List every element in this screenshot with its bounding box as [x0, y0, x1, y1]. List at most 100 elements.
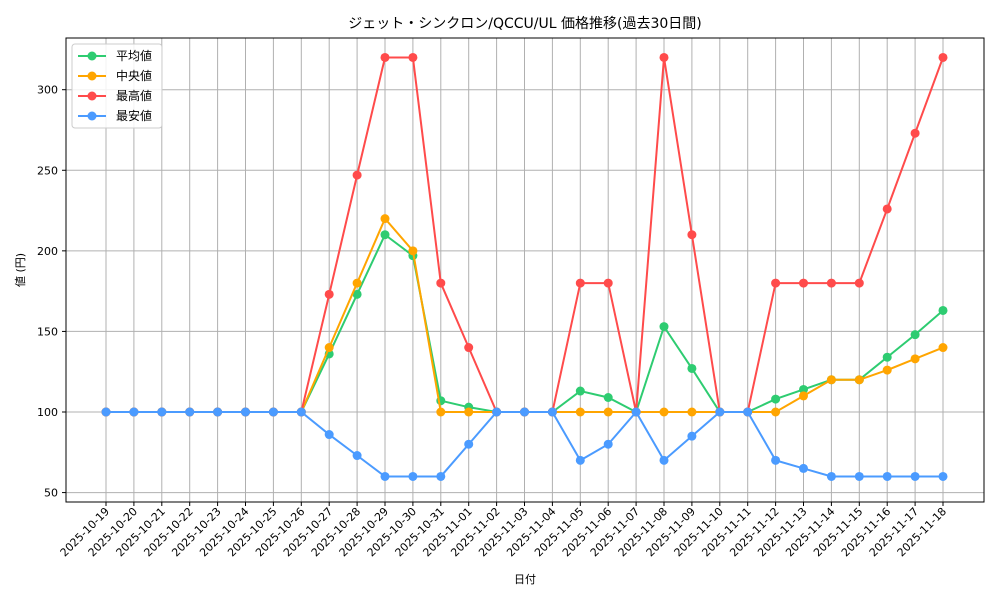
data-point [324, 430, 334, 440]
data-point [268, 407, 278, 417]
data-point [296, 407, 306, 417]
data-point [380, 214, 390, 224]
data-point [464, 407, 474, 417]
data-point [185, 407, 195, 417]
data-point [101, 407, 111, 417]
data-point [631, 407, 641, 417]
data-point [687, 363, 697, 373]
legend-label: 最安値 [116, 108, 152, 123]
data-point [799, 384, 808, 394]
data-point [324, 343, 334, 353]
data-point [771, 455, 781, 465]
data-point [854, 471, 864, 481]
data-point [520, 407, 529, 417]
data-point [938, 471, 948, 481]
data-point [882, 352, 892, 362]
data-point [938, 305, 948, 315]
data-point [436, 471, 446, 481]
grid-lines [66, 38, 984, 502]
data-point [380, 230, 390, 240]
data-point [352, 289, 362, 299]
data-point [547, 407, 557, 417]
data-point [352, 278, 362, 288]
data-point [241, 407, 250, 417]
data-point [129, 407, 139, 417]
data-point [575, 455, 585, 465]
data-point [687, 431, 697, 441]
data-point [799, 463, 808, 473]
legend-box [71, 43, 163, 129]
data-point [157, 407, 167, 417]
data-point [603, 278, 613, 288]
data-point [464, 439, 474, 449]
data-point [910, 128, 920, 138]
data-point [408, 246, 418, 256]
data-point [436, 278, 446, 288]
data-point [799, 278, 808, 288]
data-series [101, 52, 948, 481]
y-axis: 50 100 150 200 250 300 [37, 84, 66, 500]
data-point [771, 278, 781, 288]
legend-marker-icon [87, 91, 97, 101]
x-axis: 2025-10-192025-10-202025-10-212025-10-22… [58, 502, 949, 559]
data-point [659, 52, 669, 62]
data-point [659, 407, 669, 417]
legend-marker-icon [87, 111, 97, 121]
y-axis-label: 値 (円) [14, 253, 27, 287]
legend-marker-icon [87, 71, 97, 81]
y-tick-label: 150 [37, 325, 58, 338]
data-point [715, 407, 725, 417]
data-point [575, 386, 585, 396]
data-point [380, 52, 390, 62]
data-point [603, 439, 613, 449]
data-point [575, 278, 585, 288]
data-point [743, 407, 753, 417]
y-tick-label: 50 [44, 487, 58, 500]
data-point [938, 52, 948, 62]
data-point [826, 471, 836, 481]
data-point [603, 392, 613, 402]
x-axis-label: 日付 [514, 573, 536, 586]
data-point [687, 230, 697, 240]
data-point [659, 322, 669, 332]
data-point [380, 471, 390, 481]
data-point [826, 375, 836, 385]
data-point [882, 365, 892, 375]
legend-label: 平均値 [116, 48, 152, 63]
legend-label: 最高値 [116, 88, 152, 103]
data-point [436, 407, 446, 417]
data-point [882, 471, 892, 481]
y-tick-label: 300 [37, 84, 58, 97]
data-point [938, 343, 948, 353]
data-point [854, 278, 864, 288]
data-point [826, 278, 836, 288]
legend-label: 中央値 [116, 68, 152, 83]
data-point [352, 170, 362, 180]
data-point [854, 375, 864, 385]
data-point [324, 289, 334, 299]
data-point [492, 407, 502, 417]
y-tick-label: 250 [37, 164, 58, 177]
legend-marker-icon [87, 51, 97, 61]
data-point [882, 204, 892, 214]
data-point [352, 451, 362, 461]
data-point [799, 391, 808, 401]
data-point [910, 471, 920, 481]
data-point [603, 407, 613, 417]
data-point [575, 407, 585, 417]
chart-title: ジェット・シンクロン/QCCU/UL 価格推移(過去30日間) [348, 16, 702, 32]
data-point [910, 354, 920, 364]
data-point [464, 343, 474, 353]
data-point [408, 52, 418, 62]
data-point [687, 407, 697, 417]
y-tick-label: 200 [37, 245, 58, 258]
data-point [910, 330, 920, 340]
data-point [408, 471, 418, 481]
data-point [213, 407, 223, 417]
y-tick-label: 100 [37, 406, 58, 419]
data-point [771, 394, 781, 404]
data-point [659, 455, 669, 465]
data-point [771, 407, 781, 417]
